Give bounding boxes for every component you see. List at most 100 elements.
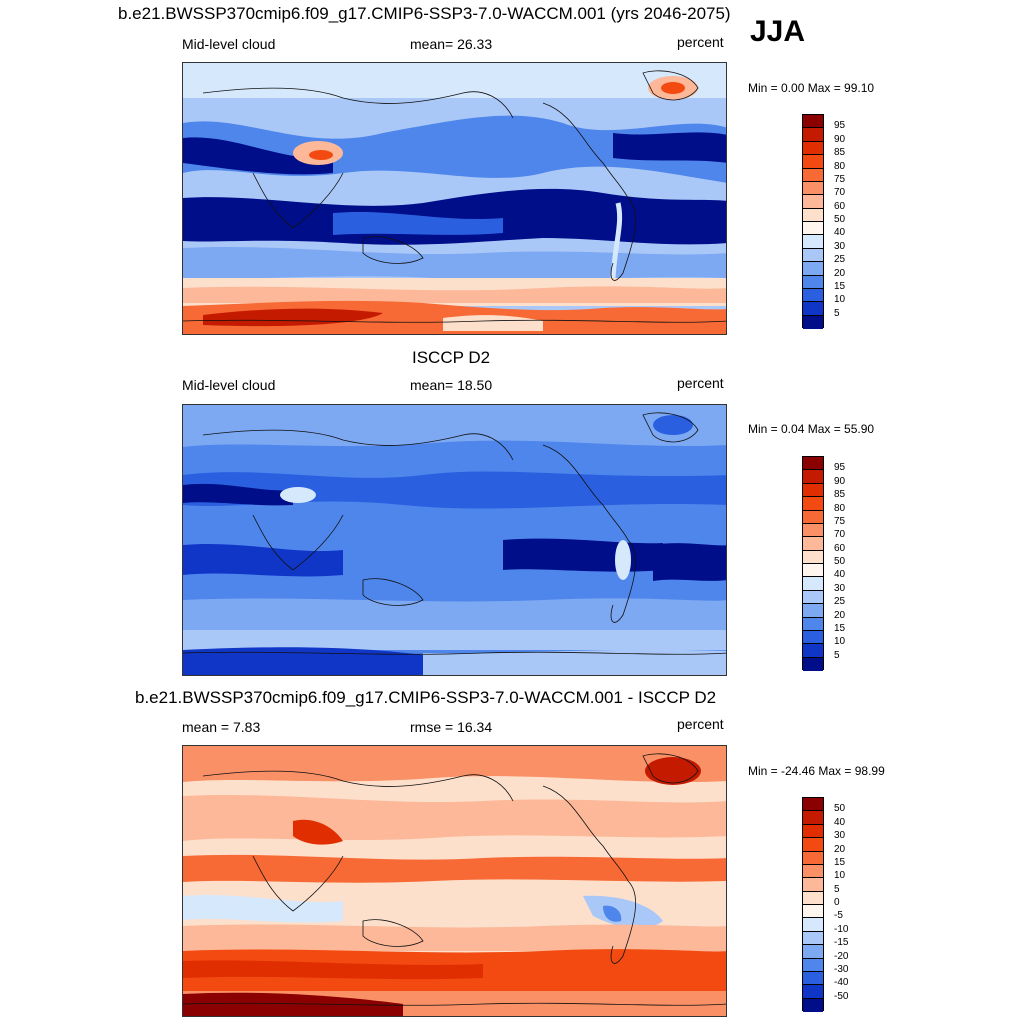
colorbar-tick-label: 30 [834, 240, 846, 252]
colorbar-tick-label: 0 [834, 897, 840, 908]
colorbar-tick-label: 80 [834, 160, 846, 172]
panel-2-colorbar [802, 456, 824, 671]
colorbar-swatch [803, 564, 823, 578]
colorbar-tick-label: 75 [834, 173, 846, 185]
panel-3-colorbar [802, 797, 824, 1012]
panel-3-mean-label: mean = 7.83 [182, 719, 261, 735]
colorbar-tick-label: 20 [834, 843, 846, 855]
panel-3-title: b.e21.BWSSP370cmip6.f09_g17.CMIP6-SSP3-7… [135, 688, 717, 707]
colorbar-swatch [803, 891, 823, 905]
colorbar-swatch [803, 617, 823, 631]
colorbar-tick-label: -10 [834, 923, 849, 935]
colorbar-swatch [803, 604, 823, 618]
panel-1-map [182, 62, 727, 335]
colorbar-swatch [803, 457, 823, 471]
panel-2-units-label: percent [677, 375, 724, 391]
colorbar-swatch [803, 971, 823, 986]
colorbar-swatch [803, 550, 823, 564]
season-label: JJA [750, 15, 806, 48]
colorbar-tick-label: -5 [834, 910, 843, 922]
panel-3-rmse-label: rmse = 16.34 [410, 719, 493, 735]
panel-1-variable-label: Mid-level cloud [182, 36, 276, 52]
colorbar-swatch [803, 918, 823, 932]
colorbar-swatch [803, 657, 823, 671]
colorbar-swatch [803, 985, 823, 999]
colorbar-swatch [803, 510, 823, 524]
colorbar-swatch [803, 644, 823, 658]
colorbar-swatch [803, 590, 823, 605]
colorbar-swatch [803, 905, 823, 919]
colorbar-swatch [803, 483, 823, 498]
colorbar-tick-label: 70 [834, 529, 846, 541]
colorbar-swatch [803, 931, 823, 946]
colorbar-tick-label: 5 [834, 649, 840, 661]
colorbar-tick-label: 15 [834, 622, 846, 634]
colorbar-tick-label: 40 [834, 569, 846, 581]
panel-2-map [182, 404, 727, 676]
colorbar-tick-label: 70 [834, 187, 846, 199]
colorbar-tick-label: 60 [834, 200, 846, 212]
colorbar-tick-label: 5 [834, 883, 840, 895]
colorbar-swatch [803, 470, 823, 484]
colorbar-tick-label: 20 [834, 609, 846, 621]
colorbar-swatch [803, 128, 823, 142]
colorbar-tick-label: 90 [834, 133, 846, 145]
colorbar-swatch [803, 155, 823, 169]
colorbar-swatch [803, 248, 823, 263]
colorbar-tick-label: -50 [834, 990, 849, 1002]
colorbar-swatch [803, 115, 823, 129]
colorbar-tick-label: 50 [834, 803, 846, 815]
colorbar-tick-label: 60 [834, 542, 846, 554]
colorbar-tick-label: 95 [834, 462, 846, 474]
colorbar-swatch [803, 168, 823, 182]
colorbar-swatch [803, 851, 823, 865]
panel-3-units-label: percent [677, 716, 724, 732]
colorbar-swatch [803, 523, 823, 538]
colorbar-swatch [803, 811, 823, 825]
panel-3-minmax: Min = -24.46 Max = 98.99 [748, 764, 885, 778]
panel-1-title: b.e21.BWSSP370cmip6.f09_g17.CMIP6-SSP3-7… [118, 4, 731, 23]
colorbar-tick-label: 15 [834, 856, 846, 868]
colorbar-tick-label: 20 [834, 267, 846, 279]
colorbar-swatch [803, 235, 823, 249]
colorbar-tick-label: 75 [834, 515, 846, 527]
colorbar-tick-label: 10 [834, 636, 846, 648]
colorbar-tick-label: 40 [834, 227, 846, 239]
colorbar-tick-label: 85 [834, 489, 846, 501]
colorbar-swatch [803, 222, 823, 236]
colorbar-swatch [803, 288, 823, 303]
colorbar-tick-label: 25 [834, 254, 846, 266]
colorbar-swatch [803, 958, 823, 972]
colorbar-swatch [803, 577, 823, 591]
colorbar-swatch [803, 798, 823, 812]
colorbar-swatch [803, 302, 823, 316]
panel-1-minmax: Min = 0.00 Max = 99.10 [748, 81, 875, 95]
colorbar-swatch [803, 497, 823, 511]
panel-2-mean-label: mean= 18.50 [410, 377, 493, 393]
colorbar-swatch [803, 998, 823, 1012]
colorbar-tick-label: 30 [834, 830, 846, 842]
colorbar-tick-label: 10 [834, 870, 846, 882]
colorbar-swatch [803, 208, 823, 222]
panel-1-colorbar [802, 114, 824, 329]
colorbar-tick-label: 40 [834, 816, 846, 828]
colorbar-swatch [803, 262, 823, 276]
colorbar-swatch [803, 195, 823, 209]
colorbar-tick-label: 30 [834, 582, 846, 594]
colorbar-tick-label: 15 [834, 280, 846, 292]
colorbar-tick-label: 10 [834, 294, 846, 306]
colorbar-swatch [803, 630, 823, 645]
colorbar-tick-label: -15 [834, 937, 849, 949]
panel-1-mean-label: mean= 26.33 [410, 36, 493, 52]
colorbar-tick-label: 90 [834, 475, 846, 487]
colorbar-swatch [803, 141, 823, 156]
colorbar-tick-label: 5 [834, 307, 840, 319]
colorbar-swatch [803, 537, 823, 551]
colorbar-tick-label: 80 [834, 502, 846, 514]
colorbar-tick-label: 50 [834, 556, 846, 567]
panel-1-units-label: percent [677, 34, 724, 50]
colorbar-swatch [803, 864, 823, 879]
colorbar-swatch [803, 181, 823, 196]
colorbar-tick-label: -40 [834, 977, 849, 989]
colorbar-swatch [803, 824, 823, 839]
